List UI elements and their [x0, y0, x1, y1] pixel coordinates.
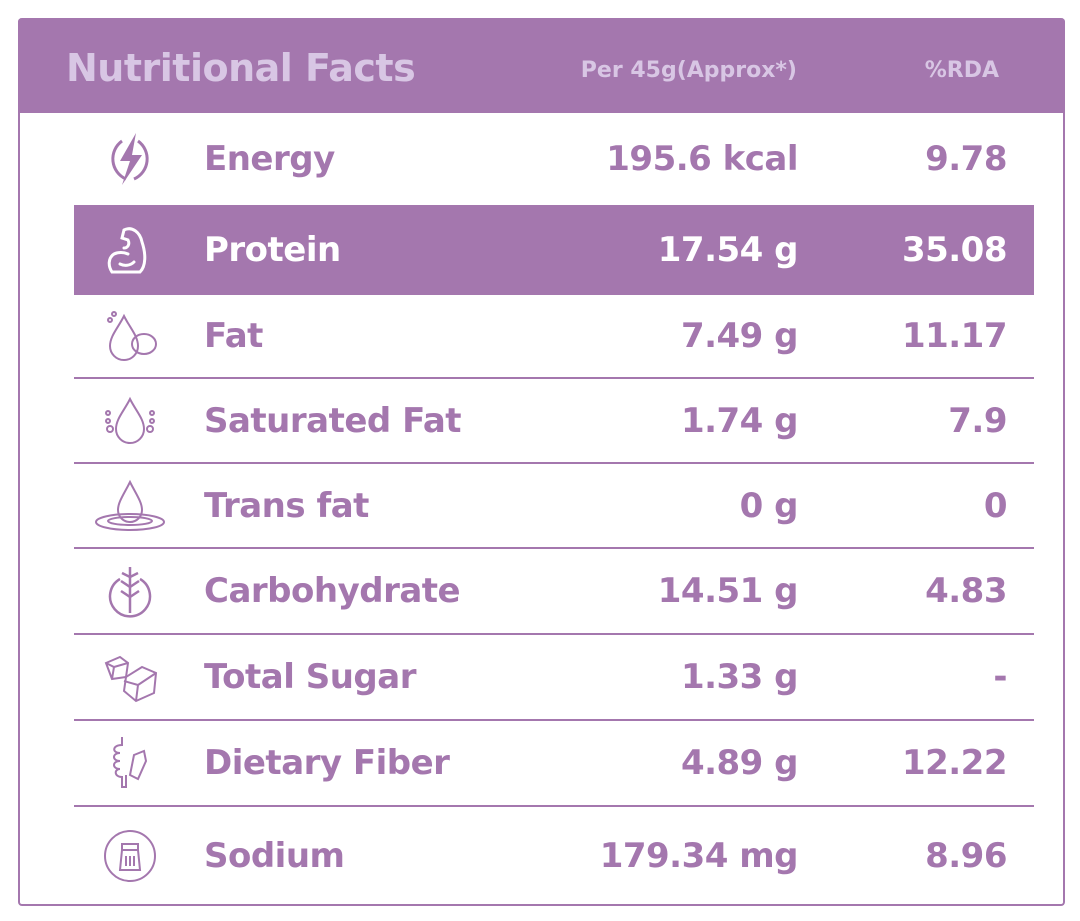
table-row-saturated-fat: Saturated Fat 1.74 g 7.9 [74, 379, 1034, 464]
nutrient-label: Energy [204, 139, 335, 179]
rda-header: %RDA [924, 58, 999, 83]
nutrient-rda: 11.17 [901, 316, 1008, 356]
nutrient-rda: 12.22 [901, 743, 1008, 783]
nutrient-label: Carbohydrate [204, 571, 461, 611]
drop-bubbles-icon [102, 393, 158, 449]
nutrition-facts-table: Nutritional Facts Per 45g(Approx*) %RDA … [18, 18, 1065, 906]
nutrient-label: Dietary Fiber [204, 743, 450, 783]
table-title: Nutritional Facts [66, 46, 416, 90]
salt-shaker-icon [102, 828, 158, 884]
table-row-sodium: Sodium 179.34 mg 8.96 [74, 807, 1034, 904]
nutrient-rda: - [993, 657, 1007, 697]
nutrient-value: 7.49 g [680, 316, 799, 356]
nutrient-rda: 7.9 [948, 400, 1007, 441]
nutrient-label: Sodium [204, 835, 345, 876]
nutrient-value: 4.89 g [680, 743, 799, 783]
flexed-arm-icon [102, 222, 158, 278]
nutrient-value: 17.54 g [657, 230, 799, 270]
nutrient-label: Total Sugar [204, 657, 416, 697]
nutrient-label: Saturated Fat [204, 400, 462, 441]
sugar-cubes-icon [102, 649, 158, 705]
nutrient-value: 0 g [739, 485, 799, 526]
nutrient-label: Trans fat [204, 485, 369, 526]
nutrient-rda: 4.83 [925, 571, 1007, 611]
table-header: Nutritional Facts Per 45g(Approx*) %RDA [18, 18, 1065, 113]
nutrient-rda: 9.78 [925, 139, 1007, 179]
nutrient-rda: 0 [983, 485, 1008, 526]
lightning-icon [102, 131, 158, 187]
table-row-dietary-fiber: Dietary Fiber 4.89 g 12.22 [74, 721, 1034, 807]
nutrient-label: Fat [204, 316, 263, 356]
table-row-carbohydrate: Carbohydrate 14.51 g 4.83 [74, 549, 1034, 635]
table-row-total-sugar: Total Sugar 1.33 g - [74, 635, 1034, 721]
nutrient-label: Protein [204, 230, 341, 270]
wheat-icon [102, 563, 158, 619]
table-row-energy: Energy 195.6 kcal 9.78 [74, 113, 1034, 205]
nutrient-rda: 8.96 [925, 835, 1007, 876]
nutrient-value: 195.6 kcal [606, 139, 798, 179]
nutrient-value: 1.33 g [680, 657, 799, 697]
intestine-icon [102, 735, 158, 791]
per-serving-header: Per 45g(Approx*) [580, 58, 797, 83]
nutrient-rda: 35.08 [901, 230, 1008, 270]
table-row-protein: Protein 17.54 g 35.08 [74, 205, 1034, 295]
oil-drop-nut-icon [102, 308, 158, 364]
nutrient-value: 179.34 mg [599, 835, 799, 876]
nutrient-value: 1.74 g [680, 400, 799, 441]
nutrient-value: 14.51 g [657, 571, 799, 611]
table-row-fat: Fat 7.49 g 11.17 [74, 295, 1034, 379]
table-row-trans-fat: Trans fat 0 g 0 [74, 464, 1034, 549]
drop-ripple-icon [92, 478, 168, 534]
